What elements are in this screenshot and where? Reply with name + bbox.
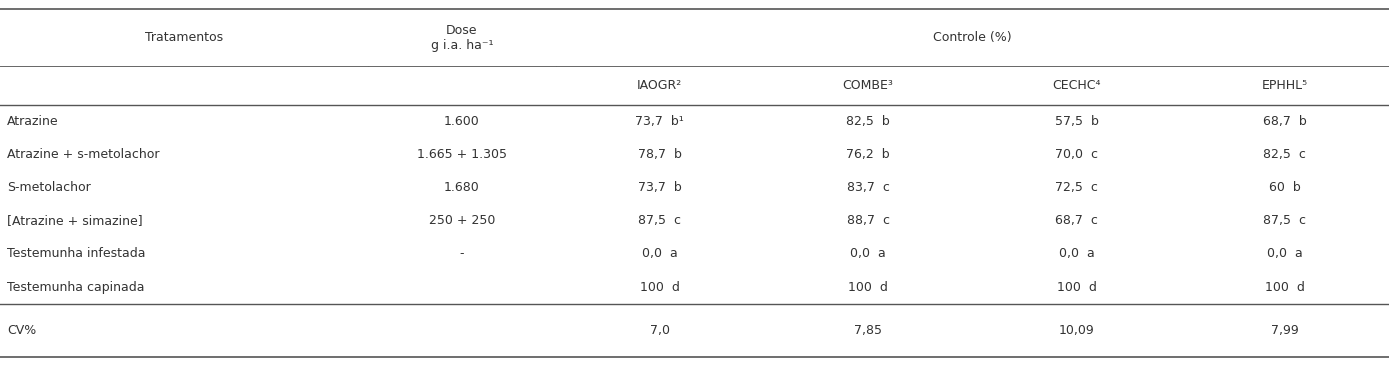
Text: 57,5  b: 57,5 b xyxy=(1054,115,1099,128)
Text: Dose
g i.a. ha⁻¹: Dose g i.a. ha⁻¹ xyxy=(431,24,493,52)
Text: 100  d: 100 d xyxy=(1265,280,1304,294)
Text: 76,2  b: 76,2 b xyxy=(846,148,890,161)
Text: Testemunha capinada: Testemunha capinada xyxy=(7,280,144,294)
Text: 0,0  a: 0,0 a xyxy=(642,247,678,261)
Text: 100  d: 100 d xyxy=(1057,280,1096,294)
Text: 1.600: 1.600 xyxy=(444,115,479,128)
Text: 70,0  c: 70,0 c xyxy=(1056,148,1097,161)
Text: 83,7  c: 83,7 c xyxy=(847,181,889,194)
Text: 7,0: 7,0 xyxy=(650,324,669,337)
Text: CECHC⁴: CECHC⁴ xyxy=(1053,79,1100,92)
Text: Testemunha infestada: Testemunha infestada xyxy=(7,247,146,261)
Text: 87,5  c: 87,5 c xyxy=(639,214,681,227)
Text: 1.665 + 1.305: 1.665 + 1.305 xyxy=(417,148,507,161)
Text: 100  d: 100 d xyxy=(640,280,679,294)
Text: 7,85: 7,85 xyxy=(854,324,882,337)
Text: Tratamentos: Tratamentos xyxy=(144,31,224,44)
Text: 88,7  c: 88,7 c xyxy=(847,214,889,227)
Text: 87,5  c: 87,5 c xyxy=(1264,214,1306,227)
Text: 82,5  c: 82,5 c xyxy=(1264,148,1306,161)
Text: IAOGR²: IAOGR² xyxy=(638,79,682,92)
Text: 0,0  a: 0,0 a xyxy=(1267,247,1303,261)
Text: COMBE³: COMBE³ xyxy=(843,79,893,92)
Text: 7,99: 7,99 xyxy=(1271,324,1299,337)
Text: 250 + 250: 250 + 250 xyxy=(429,214,494,227)
Text: 73,7  b: 73,7 b xyxy=(638,181,682,194)
Text: 82,5  b: 82,5 b xyxy=(846,115,890,128)
Text: EPHHL⁵: EPHHL⁵ xyxy=(1261,79,1308,92)
Text: 1.680: 1.680 xyxy=(444,181,479,194)
Text: Atrazine + s-metolachor: Atrazine + s-metolachor xyxy=(7,148,160,161)
Text: 68,7  c: 68,7 c xyxy=(1056,214,1097,227)
Text: -: - xyxy=(460,247,464,261)
Text: 0,0  a: 0,0 a xyxy=(1058,247,1095,261)
Text: CV%: CV% xyxy=(7,324,36,337)
Text: Controle (%): Controle (%) xyxy=(933,31,1011,44)
Text: S-metolachor: S-metolachor xyxy=(7,181,90,194)
Text: 68,7  b: 68,7 b xyxy=(1263,115,1307,128)
Text: 0,0  a: 0,0 a xyxy=(850,247,886,261)
Text: 10,09: 10,09 xyxy=(1058,324,1095,337)
Text: 100  d: 100 d xyxy=(849,280,888,294)
Text: [Atrazine + simazine]: [Atrazine + simazine] xyxy=(7,214,143,227)
Text: Atrazine: Atrazine xyxy=(7,115,58,128)
Text: 72,5  c: 72,5 c xyxy=(1056,181,1097,194)
Text: 60  b: 60 b xyxy=(1270,181,1300,194)
Text: 73,7  b¹: 73,7 b¹ xyxy=(635,115,685,128)
Text: 78,7  b: 78,7 b xyxy=(638,148,682,161)
